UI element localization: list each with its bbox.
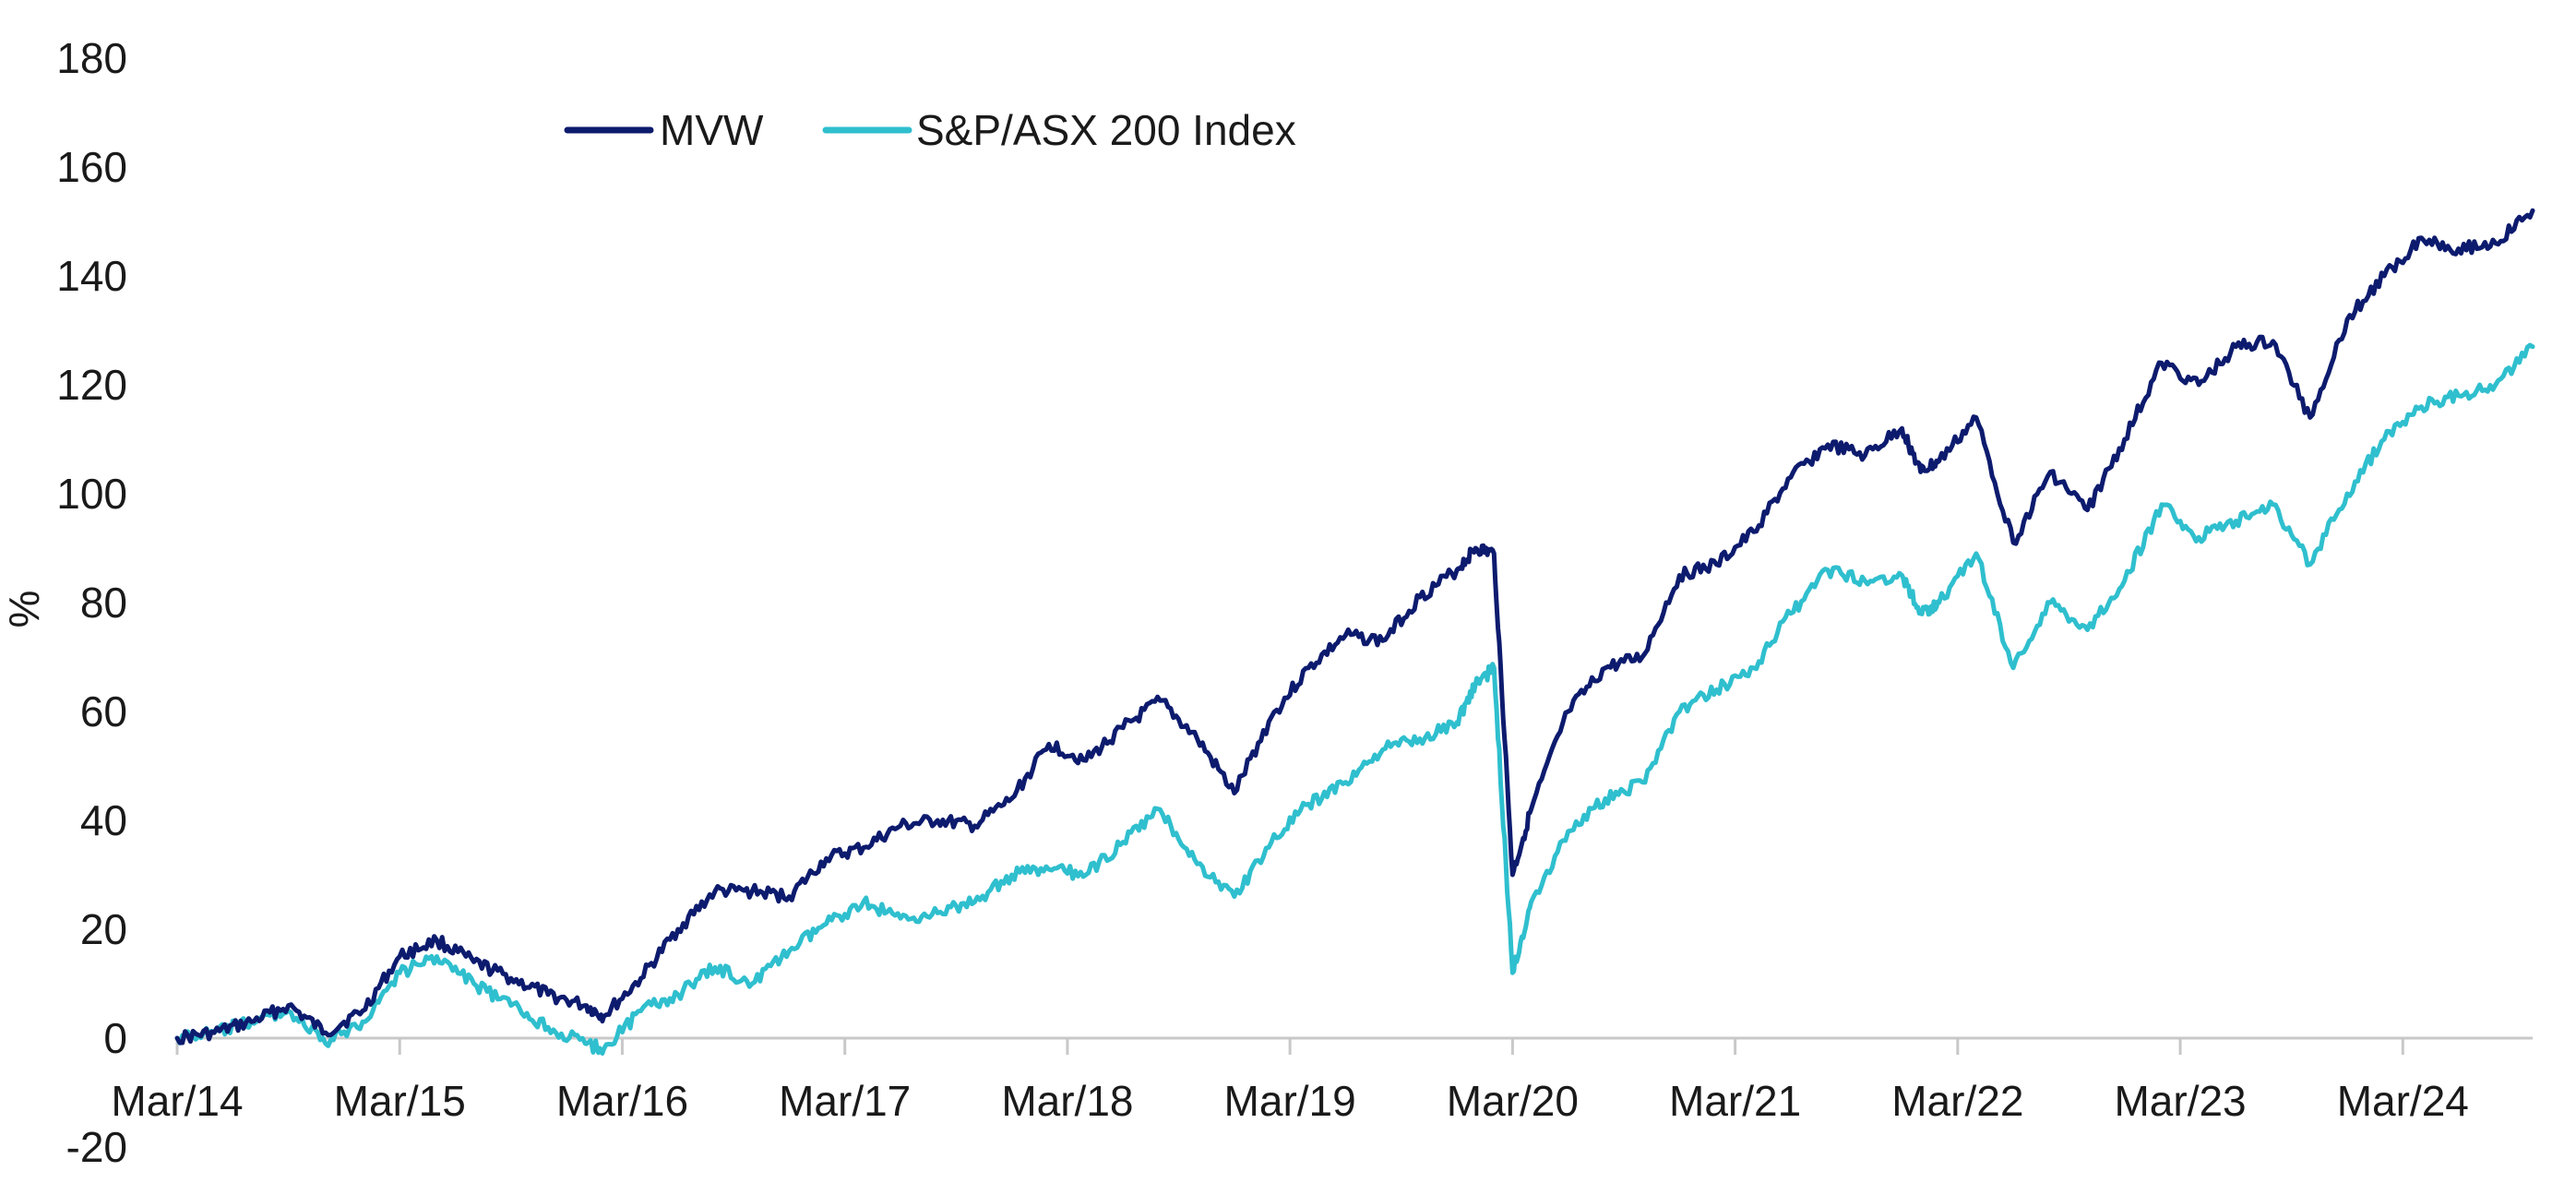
- series-lines: [174, 208, 2535, 1056]
- y-tick-label: -20: [66, 1123, 127, 1171]
- legend: MVW S&P/ASX 200 Index: [564, 106, 1296, 154]
- y-axis-tick-labels: -20 0 20 40 60 80 100 120 140 160 180: [56, 34, 127, 1171]
- x-tick-label: Mar/17: [779, 1077, 911, 1125]
- y-tick-label: 0: [103, 1014, 127, 1062]
- y-tick-label: 60: [80, 687, 127, 735]
- series-line-sp-asx-200: [174, 342, 2535, 1056]
- y-tick-label: 160: [56, 143, 127, 191]
- y-tick-label: 100: [56, 470, 127, 518]
- x-tick-label: Mar/19: [1224, 1077, 1356, 1125]
- series-line-mvw: [174, 208, 2535, 1046]
- x-tick-label: Mar/21: [1669, 1077, 1801, 1125]
- y-tick-label: 120: [56, 361, 127, 409]
- x-tick-label: Mar/23: [2114, 1077, 2246, 1125]
- x-tick-label: Mar/24: [2337, 1077, 2469, 1125]
- x-axis-ticks: Mar/14 Mar/15 Mar/16 Mar/17 Mar/18 Mar/19 Mar/…: [111, 1038, 2469, 1125]
- y-tick-label: 20: [80, 905, 127, 953]
- x-tick-label: Mar/16: [556, 1077, 688, 1125]
- x-tick-label: Mar/15: [334, 1077, 466, 1125]
- x-tick-label: Mar/20: [1447, 1077, 1579, 1125]
- x-tick-label: Mar/22: [1891, 1077, 2023, 1125]
- y-tick-label: 80: [80, 579, 127, 627]
- x-tick-label: Mar/14: [111, 1077, 243, 1125]
- legend-label: S&P/ASX 200 Index: [916, 106, 1296, 154]
- x-tick-label: Mar/18: [1001, 1077, 1133, 1125]
- y-tick-label: 140: [56, 252, 127, 300]
- y-axis-title: %: [0, 591, 48, 628]
- y-tick-label: 40: [80, 796, 127, 844]
- legend-label: MVW: [660, 106, 764, 154]
- y-tick-label: 180: [56, 34, 127, 82]
